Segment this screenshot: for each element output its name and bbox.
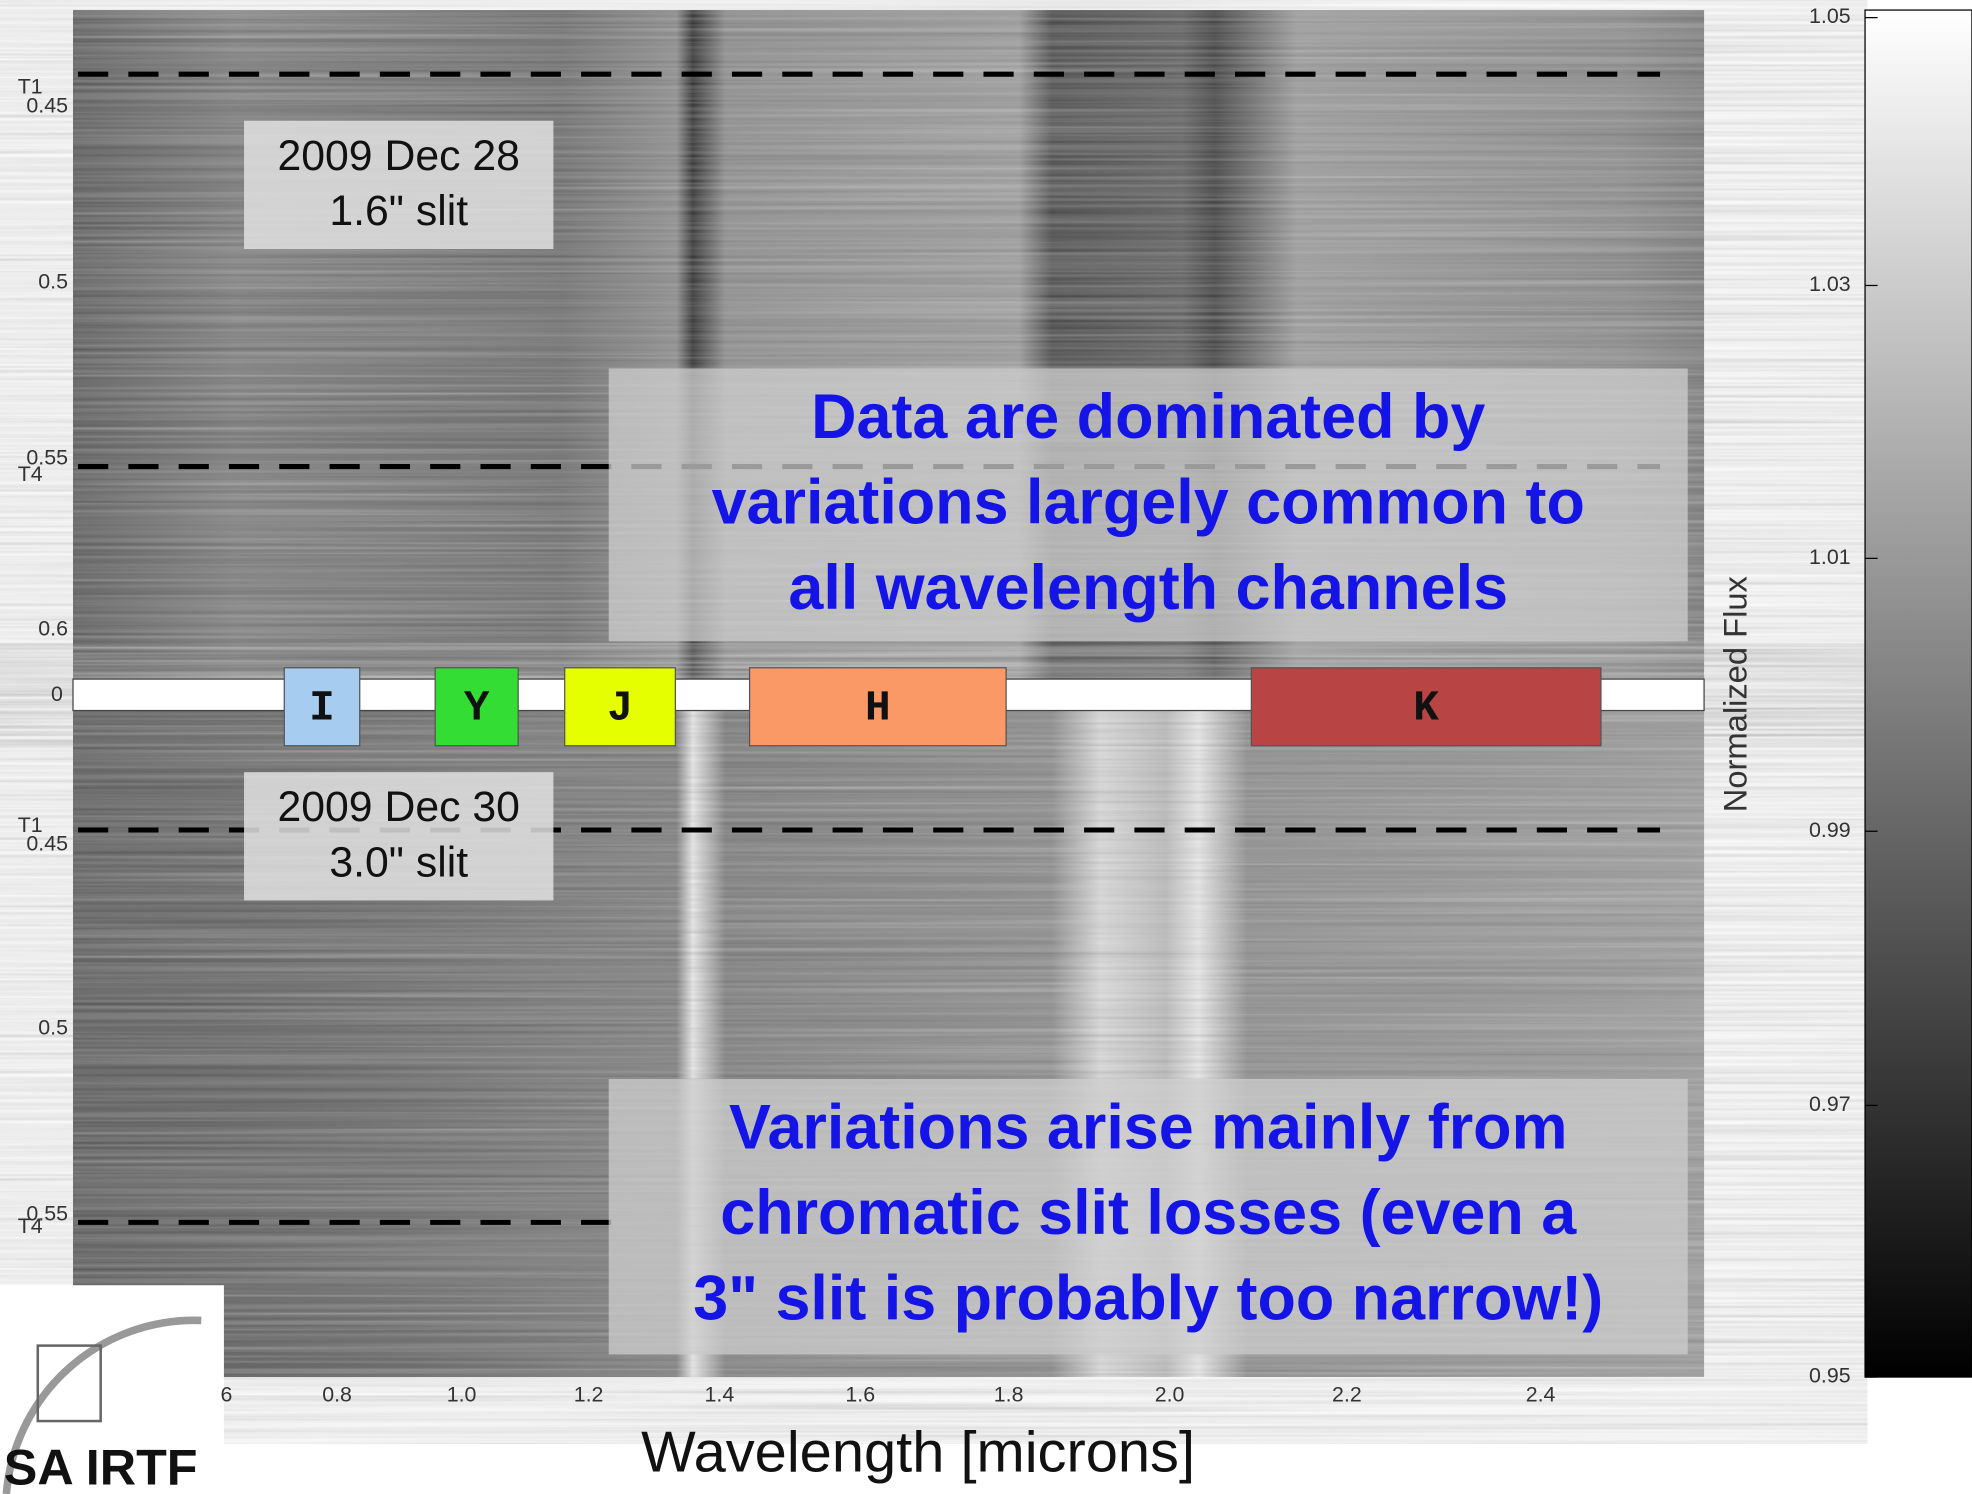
- slit-label: 3.0" slit: [329, 839, 468, 887]
- x-tick-label: 2.0: [1155, 1383, 1185, 1407]
- x-tick-label: 1.2: [574, 1383, 604, 1407]
- band-box: [283, 667, 361, 747]
- annotation-box: [608, 368, 1688, 642]
- marker-label: T1: [18, 75, 43, 99]
- marker-label: T4: [18, 1214, 43, 1238]
- x-tick-label: 1.4: [705, 1383, 735, 1407]
- colorbar-label: Normalized Flux: [1717, 576, 1754, 812]
- y-tick-label: 0.55: [26, 1201, 68, 1225]
- y-tick-label: 0.45: [26, 94, 68, 118]
- logo-text: SA IRTF: [4, 1439, 198, 1494]
- band-label: H: [865, 683, 891, 732]
- x-tick-label: 1.6: [845, 1383, 875, 1407]
- logo-telescope: [36, 1344, 102, 1423]
- y-tick-label: 0.55: [26, 446, 68, 470]
- band-label: K: [1413, 683, 1439, 732]
- x-axis-label: Wavelength [microns]: [641, 1421, 1195, 1485]
- colorbar-tick-label: 1.03: [1809, 272, 1851, 296]
- colorbar-tick-label: 0.99: [1809, 818, 1851, 842]
- annotation-line: 3" slit is probably too narrow!): [693, 1263, 1603, 1333]
- logo-arc: [2, 1316, 202, 1494]
- y-tick-label: 0.45: [26, 832, 68, 856]
- colorbar: [1864, 9, 1972, 1378]
- band-box: [1250, 667, 1602, 747]
- annotation-box: [608, 1079, 1688, 1355]
- x-tick-label: 2.2: [1332, 1383, 1362, 1407]
- strip-label: 0: [51, 682, 63, 706]
- x-tick-label: 2.4: [1526, 1383, 1556, 1407]
- annotation-line: Variations arise mainly from: [729, 1092, 1567, 1162]
- band-label: J: [607, 683, 633, 732]
- slit-label: 1.6" slit: [329, 187, 468, 235]
- colorbar-tick-label: 0.97: [1809, 1092, 1851, 1116]
- date-box: [244, 120, 554, 250]
- band-box: [564, 667, 677, 747]
- band-label: Y: [464, 683, 490, 732]
- x-tick-label: 1.0: [447, 1383, 477, 1407]
- band-label: I: [309, 683, 335, 732]
- x-tick-label: 6: [220, 1383, 232, 1407]
- band-box: [748, 667, 1007, 747]
- colorbar-tick-label: 0.95: [1809, 1364, 1851, 1388]
- marker-label: T4: [18, 462, 43, 486]
- colorbar-tick-label: 1.01: [1809, 545, 1851, 569]
- y-tick-label: 0.5: [38, 1015, 68, 1039]
- annotation-line: variations largely common to: [712, 467, 1585, 537]
- band-box: [434, 667, 519, 747]
- date-box: [244, 772, 554, 901]
- annotation-line: all wavelength channels: [788, 553, 1508, 623]
- colorbar-tick-label: 1.05: [1809, 4, 1851, 28]
- y-tick-label: 0.6: [38, 617, 68, 641]
- marker-label: T1: [18, 813, 43, 837]
- x-tick-label: 0.8: [322, 1383, 352, 1407]
- date-label: 2009 Dec 28: [277, 132, 519, 180]
- annotation-line: chromatic slit losses (even a: [720, 1178, 1577, 1248]
- x-tick-label: 1.8: [994, 1383, 1024, 1407]
- y-tick-label: 0.5: [38, 270, 68, 294]
- annotation-line: Data are dominated by: [811, 382, 1485, 452]
- date-label: 2009 Dec 30: [277, 783, 519, 831]
